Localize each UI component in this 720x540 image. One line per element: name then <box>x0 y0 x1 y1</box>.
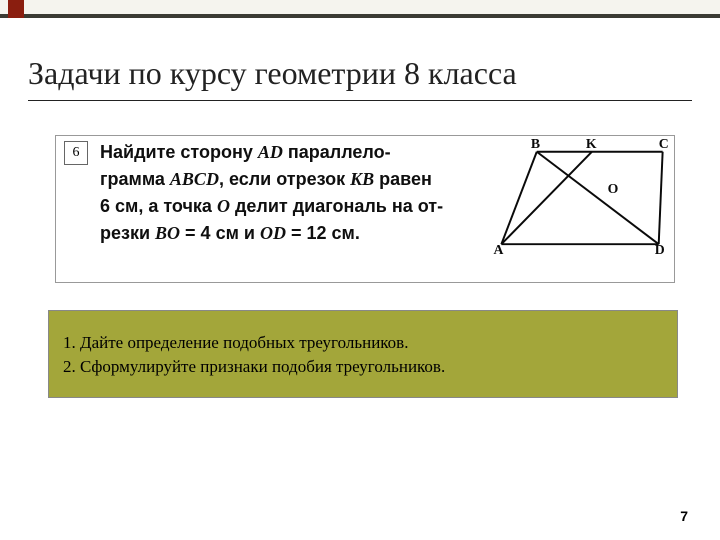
t: = 12 см. <box>286 223 360 243</box>
q-num: 2. <box>63 357 76 376</box>
t: Найдите сторону <box>100 142 258 162</box>
t: равен <box>374 169 432 189</box>
t: OD <box>260 223 286 243</box>
t: параллело- <box>283 142 391 162</box>
question-item: 2. Сформулируйте признаки подобия треуго… <box>63 355 663 379</box>
page-number: 7 <box>680 508 688 524</box>
problem-box: 6 Найдите сторону AD параллело- грамма A… <box>55 135 675 283</box>
header-accent <box>8 0 24 18</box>
t: , если отрезок <box>219 169 350 189</box>
t: делит диагональ на от- <box>230 196 443 216</box>
t: AD <box>258 142 283 162</box>
svg-text:K: K <box>586 138 597 151</box>
t: = 4 см и <box>180 223 260 243</box>
parallelogram-diagram: A B K C D O <box>492 138 672 256</box>
header-bar <box>0 0 720 18</box>
question-item: 1. Дайте определение подобных треугольни… <box>63 331 663 355</box>
t: ABCD <box>170 169 219 189</box>
q-num: 1. <box>63 333 76 352</box>
svg-text:A: A <box>494 242 504 256</box>
svg-text:B: B <box>531 138 540 151</box>
svg-text:D: D <box>655 242 665 256</box>
svg-text:O: O <box>608 181 619 196</box>
svg-text:C: C <box>659 138 669 151</box>
questions-box: 1. Дайте определение подобных треугольни… <box>48 310 678 398</box>
t: O <box>217 196 230 216</box>
problem-text: Найдите сторону AD параллело- грамма ABC… <box>100 139 498 247</box>
t: грамма <box>100 169 170 189</box>
q-text: Дайте определение подобных треугольников… <box>80 333 408 352</box>
q-text: Сформулируйте признаки подобия треугольн… <box>80 357 445 376</box>
t: KB <box>350 169 374 189</box>
problem-number: 6 <box>64 141 88 165</box>
t: резки <box>100 223 155 243</box>
t: BO <box>155 223 180 243</box>
page-title: Задачи по курсу геометрии 8 класса <box>28 55 692 101</box>
t: 6 см, а точка <box>100 196 217 216</box>
